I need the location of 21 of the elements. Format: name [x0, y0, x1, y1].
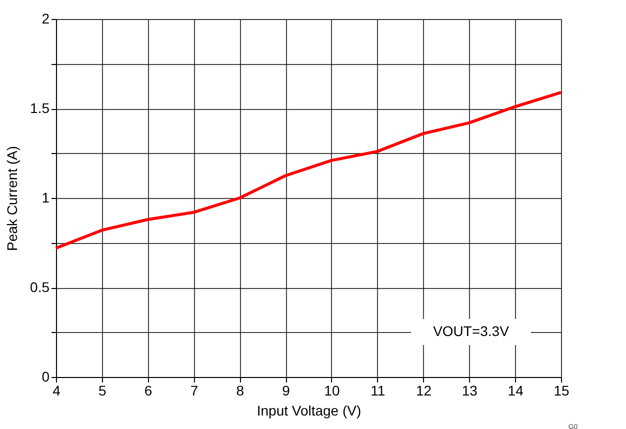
- x-tick-label: 13: [462, 382, 478, 398]
- y-tick-label: 0.5: [30, 279, 50, 295]
- x-tick-label: 14: [508, 382, 524, 398]
- y-axis-title: Peak Current (A): [4, 146, 20, 252]
- x-tick-label: 7: [190, 382, 198, 398]
- y-tick-label: 1.5: [30, 100, 50, 116]
- annotation: VOUT=3.3V: [433, 323, 510, 339]
- x-axis-title: Input Voltage (V): [256, 402, 362, 418]
- x-tick-label: 15: [554, 382, 570, 398]
- y-tick-label: 0: [42, 368, 50, 384]
- line-series: [54, 90, 562, 250]
- y-tick-label: 2: [42, 10, 50, 26]
- x-tick-label: 5: [98, 382, 107, 398]
- x-tick-label: 9: [282, 382, 290, 398]
- y-tick-label: 1: [42, 190, 50, 206]
- x-tick-label: 6: [144, 382, 152, 398]
- x-tick-label: 10: [324, 382, 340, 398]
- x-tick-label: 12: [416, 382, 432, 398]
- x-tick-label: 11: [370, 382, 386, 398]
- x-tick-label: 4: [52, 382, 61, 398]
- x-tick-label: 8: [236, 382, 244, 398]
